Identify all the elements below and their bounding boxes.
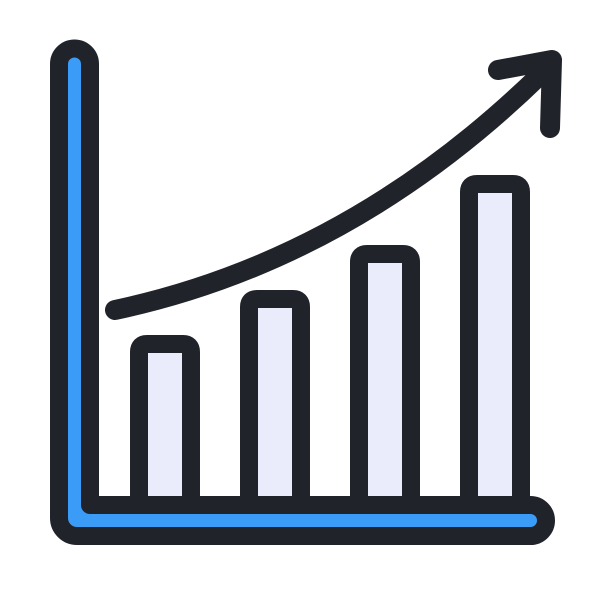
bar-2 bbox=[249, 299, 301, 514]
bar-1 bbox=[139, 344, 191, 514]
bar-3 bbox=[359, 254, 411, 514]
growth-chart-icon bbox=[0, 0, 600, 600]
bar-4 bbox=[469, 184, 521, 514]
